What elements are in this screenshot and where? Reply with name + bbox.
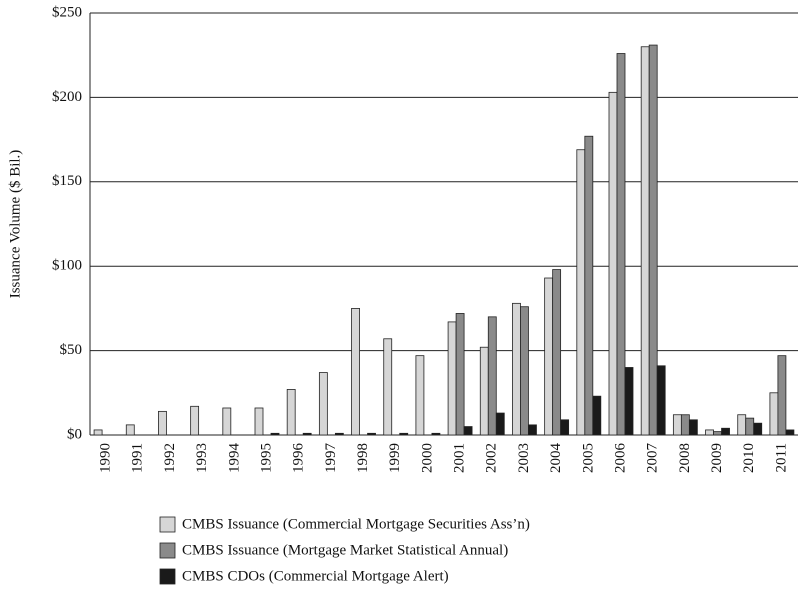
legend-swatch [159,516,176,533]
bar [479,346,489,436]
legend-label: CMBS Issuance (Commercial Mortgage Secur… [182,516,530,532]
x-tick-label: 1999 [387,443,403,473]
x-tick-label: 1996 [291,443,307,474]
bar [721,427,730,436]
bar [608,91,618,436]
x-tick-label: 2011 [773,443,789,472]
bar [560,419,570,436]
bar [334,432,344,436]
legend-swatch [159,568,176,585]
bar [552,269,562,436]
x-tick-label: 1997 [323,443,339,474]
bar [520,306,529,436]
legend-swatch [159,542,176,559]
x-tick-label: 2002 [484,443,500,473]
bar [286,389,296,436]
x-tick-label: 2007 [645,443,661,474]
x-tick-label: 2009 [709,443,725,473]
bar [745,417,755,436]
bar [713,431,722,436]
bar [351,307,360,436]
y-tick-label: $0 [67,426,82,442]
legend-label: CMBS CDOs (Commercial Mortgage Alert) [182,568,449,584]
bar [656,365,666,436]
bar [302,432,312,436]
bar [528,424,537,436]
bar [737,414,747,436]
x-tick-label: 1998 [355,443,371,473]
bar [753,422,763,436]
bar [777,355,787,436]
x-tick-label: 1992 [162,443,178,473]
legend-label: CMBS Issuance (Mortgage Market Statistic… [182,542,508,558]
x-tick-label: 1993 [194,443,210,473]
x-tick-label: 2000 [419,443,435,473]
bar [415,355,425,436]
bar [463,426,473,436]
x-tick-label: 2003 [516,443,532,473]
x-tick-label: 2010 [741,443,757,473]
bar [512,302,521,436]
bar [270,432,280,436]
x-tick-label: 1990 [98,443,114,473]
bar [367,432,376,436]
x-tick-label: 1991 [130,443,146,473]
x-tick-label: 2008 [677,443,693,473]
bar [318,372,328,436]
bar [785,429,795,436]
bar [455,313,465,436]
y-axis-label: Issuance Volume ($ Bil.) [7,150,23,299]
bar [399,432,409,436]
bar [648,44,658,436]
y-tick-label: $150 [52,173,82,189]
x-tick-label: 1994 [226,443,242,474]
bar [616,53,626,436]
bar [688,419,698,436]
y-tick-label: $100 [52,258,82,274]
bar [383,338,393,436]
bar [672,414,682,436]
bar [592,395,602,436]
x-tick-label: 2005 [580,443,596,473]
bar [576,149,586,436]
x-tick-label: 2006 [612,443,628,474]
bar [680,414,690,436]
bar [769,392,779,436]
bar [495,412,505,436]
bar [254,407,264,436]
bar [584,135,594,436]
bar [125,424,135,436]
bar [431,432,441,436]
bar [624,367,634,436]
bar [640,46,650,436]
y-tick-label: $200 [52,89,82,105]
x-tick-label: 2004 [548,443,564,474]
bar [544,277,554,436]
x-tick-label: 1995 [258,443,274,473]
bar [447,321,457,436]
bar [487,316,497,436]
y-tick-label: $250 [52,4,82,20]
bar [93,429,103,436]
bar [705,429,714,436]
bar [222,407,232,436]
bar [158,410,167,436]
y-tick-label: $50 [60,342,83,358]
x-tick-label: 2001 [452,443,468,473]
bar [190,405,200,436]
